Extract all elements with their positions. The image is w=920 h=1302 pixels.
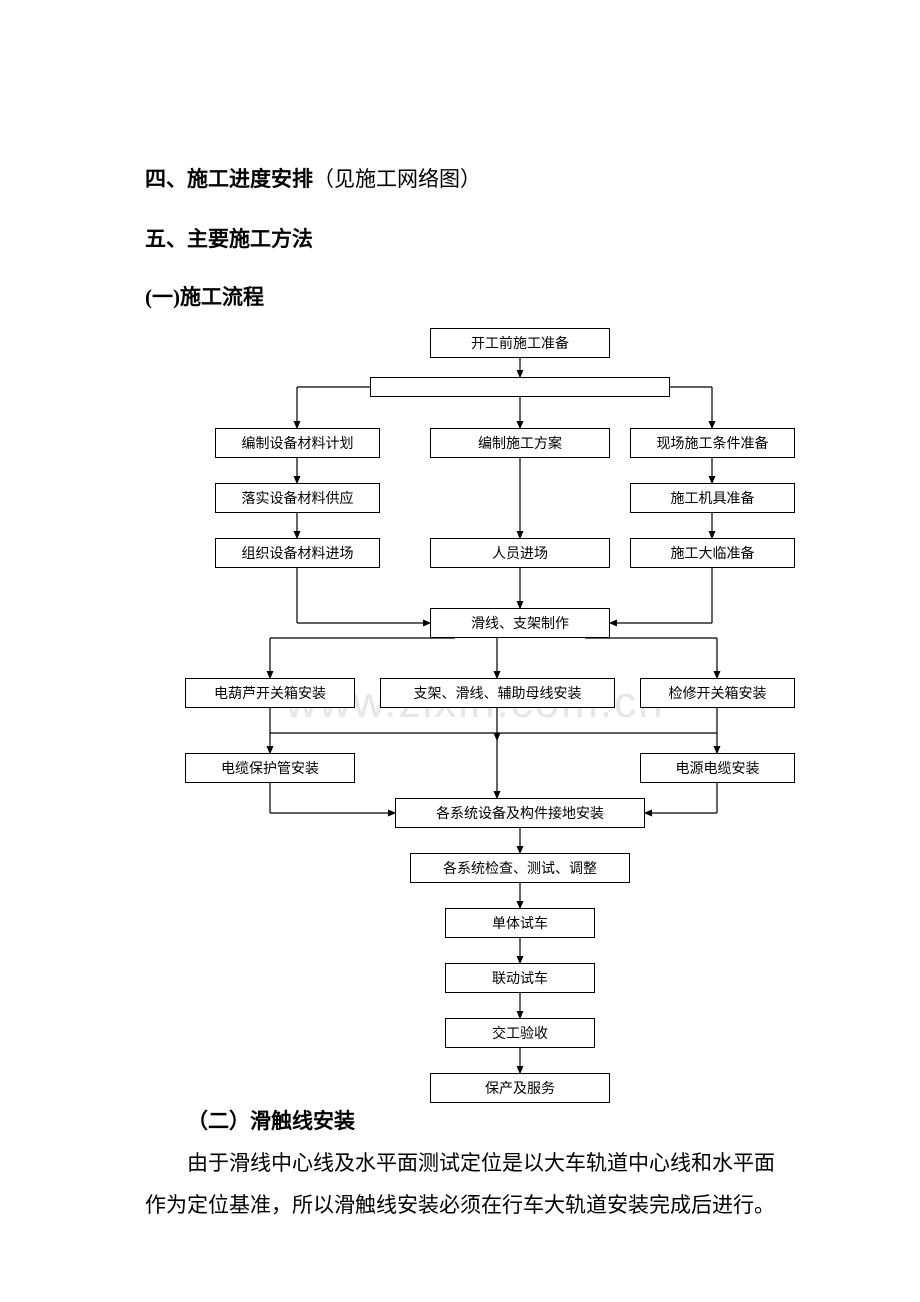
- flow-node-n9: 各系统检查、测试、调整: [410, 853, 630, 883]
- flow-node-n7a: 电缆保护管安装: [185, 753, 355, 783]
- flow-node-n5: 滑线、支架制作: [430, 608, 610, 638]
- flow-node-n1: 开工前施工准备: [430, 328, 610, 358]
- flow-node-n11: 联动试车: [445, 963, 595, 993]
- flow-node-n8: 各系统设备及构件接地安装: [395, 798, 645, 828]
- heading-4-light: （见施工网络图）: [313, 167, 481, 191]
- flow-node-n3a: 落实设备材料供应: [215, 483, 380, 513]
- heading-5-bold: 五、主要施工方法: [145, 227, 313, 251]
- flow-node-n2b: 编制施工方案: [430, 428, 610, 458]
- flow-node-n4b: 人员进场: [430, 538, 610, 568]
- heading-4-bold: 四、施工进度安排: [145, 167, 313, 191]
- paragraph-1: 由于滑线中心线及水平面测试定位是以大车轨道中心线和水平面作为定位基准，所以滑触线…: [145, 1142, 790, 1226]
- flowchart: www.zixin.com.cn 开工前施工准备编制设备材料计划编制施工方案现场…: [155, 328, 795, 1078]
- heading-5-sub: (一)施工流程: [145, 278, 790, 318]
- heading-section-4: 四、施工进度安排（见施工网络图）: [145, 160, 790, 200]
- flow-node-n6c: 检修开关箱安装: [640, 678, 795, 708]
- flow-node-n13: 保产及服务: [430, 1073, 610, 1103]
- heading-section-5: 五、主要施工方法: [145, 220, 790, 260]
- flow-node-n2a: 编制设备材料计划: [215, 428, 380, 458]
- flow-node-n3c: 施工机具准备: [630, 483, 795, 513]
- flow-node-n6a: 电葫芦开关箱安装: [185, 678, 355, 708]
- flow-node-n4c: 施工大临准备: [630, 538, 795, 568]
- flow-node-n12: 交工验收: [445, 1018, 595, 1048]
- heading-5-sub-text: (一)施工流程: [145, 285, 264, 309]
- subsection-2-title: （二）滑触线安装: [145, 1100, 790, 1142]
- flow-node-n7c: 电源电缆安装: [640, 753, 795, 783]
- flow-node-n10: 单体试车: [445, 908, 595, 938]
- flow-node-n2c: 现场施工条件准备: [630, 428, 795, 458]
- flow-node-n6b: 支架、滑线、辅助母线安装: [380, 678, 615, 708]
- flow-node-nS: [370, 377, 670, 397]
- body-section: （二）滑触线安装 由于滑线中心线及水平面测试定位是以大车轨道中心线和水平面作为定…: [145, 1100, 790, 1226]
- flow-node-n4a: 组织设备材料进场: [215, 538, 380, 568]
